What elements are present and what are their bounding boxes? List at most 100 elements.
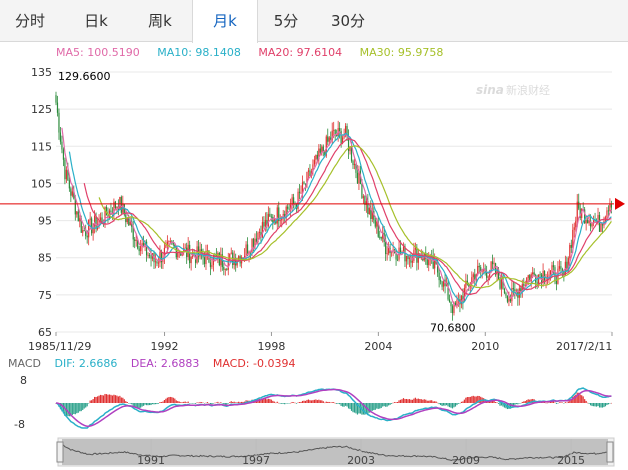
macd-bar (208, 402, 210, 404)
tab-monthly-k[interactable]: 月k (192, 0, 258, 43)
tab-weekly-k[interactable]: 周k (148, 12, 172, 30)
candle-body (388, 248, 390, 254)
macd-bar (120, 397, 122, 403)
macd-bar (603, 403, 605, 408)
candle-body (306, 171, 308, 185)
macd-bar (517, 403, 519, 405)
macd-bar (183, 401, 185, 403)
macd-bar (88, 403, 90, 404)
macd-bar (592, 403, 595, 407)
range-navigator[interactable]: 1991 1997 2003 2009 2015 (0, 436, 628, 468)
candle-body (297, 191, 299, 210)
candle-body (68, 180, 70, 189)
candle-body (83, 230, 85, 232)
navigator-left-handle[interactable] (56, 441, 64, 463)
macd-bar (346, 403, 348, 407)
candle-body (576, 201, 578, 222)
candle-body (273, 219, 275, 223)
candle-body (260, 231, 262, 238)
macd-bar (376, 403, 378, 409)
macd-bar (447, 403, 449, 407)
candle-body (94, 215, 96, 227)
candle-body (497, 269, 500, 280)
navigator-selection[interactable] (62, 439, 608, 465)
candle-body (509, 298, 512, 302)
macd-bar (295, 403, 298, 404)
candle-body (431, 255, 433, 257)
macd-bar (319, 400, 321, 403)
candle-body (143, 243, 145, 246)
macd-bar (190, 403, 192, 404)
sina-logo-icon: sina (476, 83, 504, 97)
macd-bar (398, 400, 400, 403)
candle-body (318, 148, 320, 160)
macd-bar (435, 401, 437, 403)
candle-body (610, 203, 612, 208)
candle-body (584, 209, 586, 224)
candle-body (227, 259, 229, 270)
tab-daily-k[interactable]: 日k (84, 12, 108, 30)
tab-5min[interactable]: 5分 (273, 12, 299, 30)
macd-bar (102, 395, 105, 403)
macd-bar (205, 402, 207, 404)
macd-bar (140, 403, 142, 408)
candle-body (426, 258, 428, 266)
candle-body (209, 262, 212, 268)
candle-body (511, 287, 513, 302)
macd-bar (77, 403, 79, 413)
macd-bar (174, 398, 176, 403)
candle-body (395, 253, 397, 260)
macd-bar (82, 403, 84, 410)
macd-bar (187, 401, 189, 403)
candle-body (362, 196, 364, 198)
price-tick-label: 75 (38, 289, 52, 302)
macd-bar (62, 403, 65, 414)
macd-bar (393, 402, 396, 403)
macd-bar (350, 403, 353, 411)
date-tick-label: 2017/2/11 (556, 340, 612, 353)
candle-body (480, 267, 482, 271)
macd-chart[interactable]: 8 -8 (0, 370, 628, 438)
candle-body (313, 159, 315, 165)
macd-bar (86, 403, 88, 407)
macd-bar (324, 402, 326, 404)
macd-bar (159, 402, 161, 403)
macd-bar (160, 402, 163, 403)
candle-body (370, 207, 372, 219)
macd-bar (153, 403, 155, 405)
macd-bar (416, 398, 418, 403)
candle-body (267, 213, 269, 227)
macd-bar (437, 402, 439, 404)
candle-body (251, 238, 253, 253)
kline-chart[interactable]: 135 125 115 105 95 85 75 65 129.6600 70.6800 si… (0, 60, 628, 360)
macd-bar (192, 403, 194, 404)
candle-body (572, 229, 574, 248)
candle-body (405, 255, 408, 262)
candle-body (190, 256, 192, 264)
candle-body (116, 206, 118, 208)
macd-bar (294, 402, 296, 404)
candle-body (86, 235, 88, 238)
tab-timeshare[interactable]: 分时 (14, 12, 45, 30)
candle-body (566, 261, 568, 271)
candle-body (150, 255, 152, 259)
candle-body (315, 154, 317, 160)
candle-body (342, 137, 344, 144)
macd-bar (382, 403, 384, 407)
macd-bar (144, 403, 146, 405)
macd-bar (500, 403, 503, 406)
macd-bar (600, 403, 602, 408)
macd-bar (114, 395, 117, 403)
candle-body (321, 146, 323, 153)
navigator-preview-line (61, 443, 608, 462)
macd-bar (165, 398, 167, 403)
navigator-right-handle[interactable] (606, 441, 614, 463)
tab-30min[interactable]: 30分 (330, 12, 366, 30)
macd-bar (290, 402, 292, 404)
macd-bar (420, 399, 422, 403)
macd-bar (441, 403, 443, 406)
macd-bar (373, 403, 375, 411)
candle-body (95, 215, 97, 230)
candle-body (588, 220, 590, 224)
candle-body (376, 221, 378, 227)
